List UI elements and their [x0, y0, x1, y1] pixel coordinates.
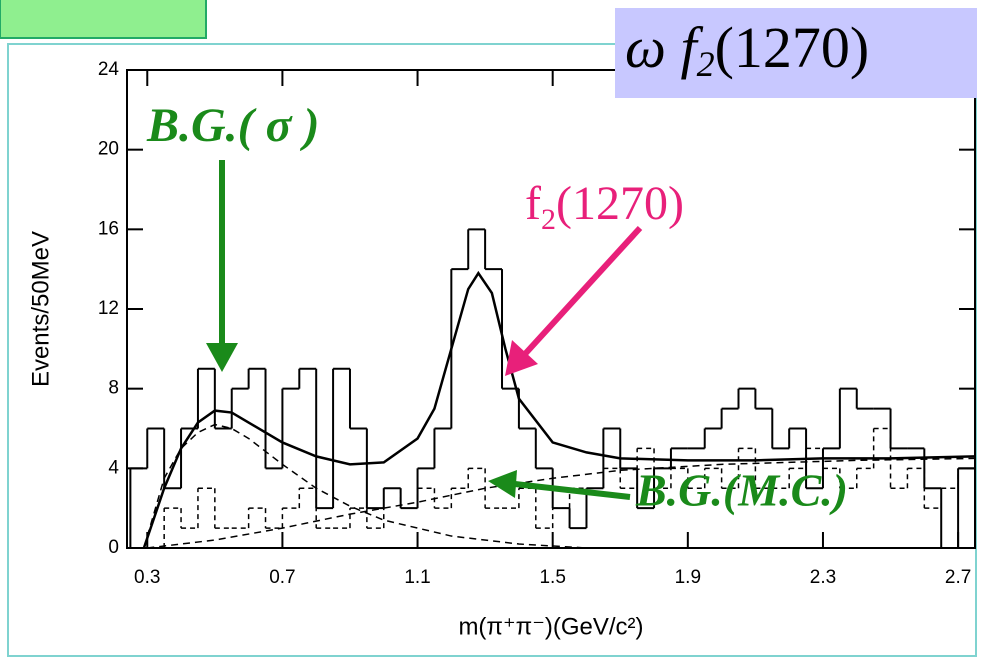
x-tick-label: 2.3: [810, 567, 836, 588]
fit-curve: [143, 423, 587, 549]
x-axis-label: m(π⁺π⁻)(GeV/c²): [458, 613, 643, 640]
f2-label: f2(1270): [525, 177, 684, 236]
bg-mc-label: B.G.(M.C.): [635, 465, 848, 516]
x-tick-label: 1.9: [675, 567, 701, 588]
y-tick-label: 0: [108, 537, 119, 558]
channel-main: ω f: [625, 15, 703, 80]
channel-mass: (1270): [715, 15, 870, 80]
y-tick-label: 8: [108, 378, 119, 399]
channel-label: ω f2(1270): [625, 15, 869, 84]
channel-sub: 2: [697, 44, 715, 84]
y-tick-label: 16: [98, 218, 119, 239]
arrow-head: [206, 343, 238, 372]
y-tick-label: 4: [108, 457, 119, 478]
x-tick-label: 0.3: [134, 567, 160, 588]
channel-box: [615, 8, 977, 98]
y-axis-label: Events/50MeV: [27, 231, 54, 387]
f2-mass: (1270): [556, 177, 684, 230]
x-tick-label: 0.7: [269, 567, 295, 588]
arrows: [206, 160, 643, 500]
fit-curve: [147, 457, 976, 549]
arrow-head: [505, 340, 538, 376]
arrow-shaft: [514, 481, 631, 500]
f2-main: f: [525, 177, 541, 230]
y-tick-label: 20: [98, 139, 119, 160]
x-tick-label: 1.5: [539, 567, 565, 588]
f2-sub: 2: [541, 203, 556, 236]
header-box: [0, 0, 207, 39]
fit-curve: [142, 270, 976, 549]
x-tick-label: 1.1: [404, 567, 430, 588]
x-tick-label: 2.7: [945, 567, 971, 588]
y-tick-label: 12: [98, 298, 119, 319]
arrow-shaft: [522, 225, 643, 357]
arrow-head: [488, 470, 517, 498]
y-tick-label: 24: [98, 59, 120, 80]
bg-sigma-label: B.G.( σ ): [146, 99, 320, 152]
